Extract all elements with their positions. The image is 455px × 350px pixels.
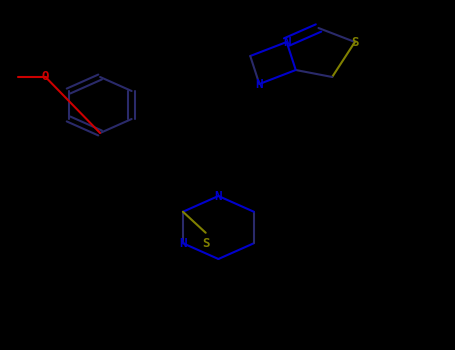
Text: N: N (215, 189, 222, 203)
Text: S: S (202, 237, 209, 250)
Text: S: S (351, 35, 359, 49)
Text: O: O (42, 70, 49, 84)
Text: N: N (179, 237, 187, 250)
Text: N: N (283, 35, 290, 49)
Text: N: N (256, 77, 263, 91)
